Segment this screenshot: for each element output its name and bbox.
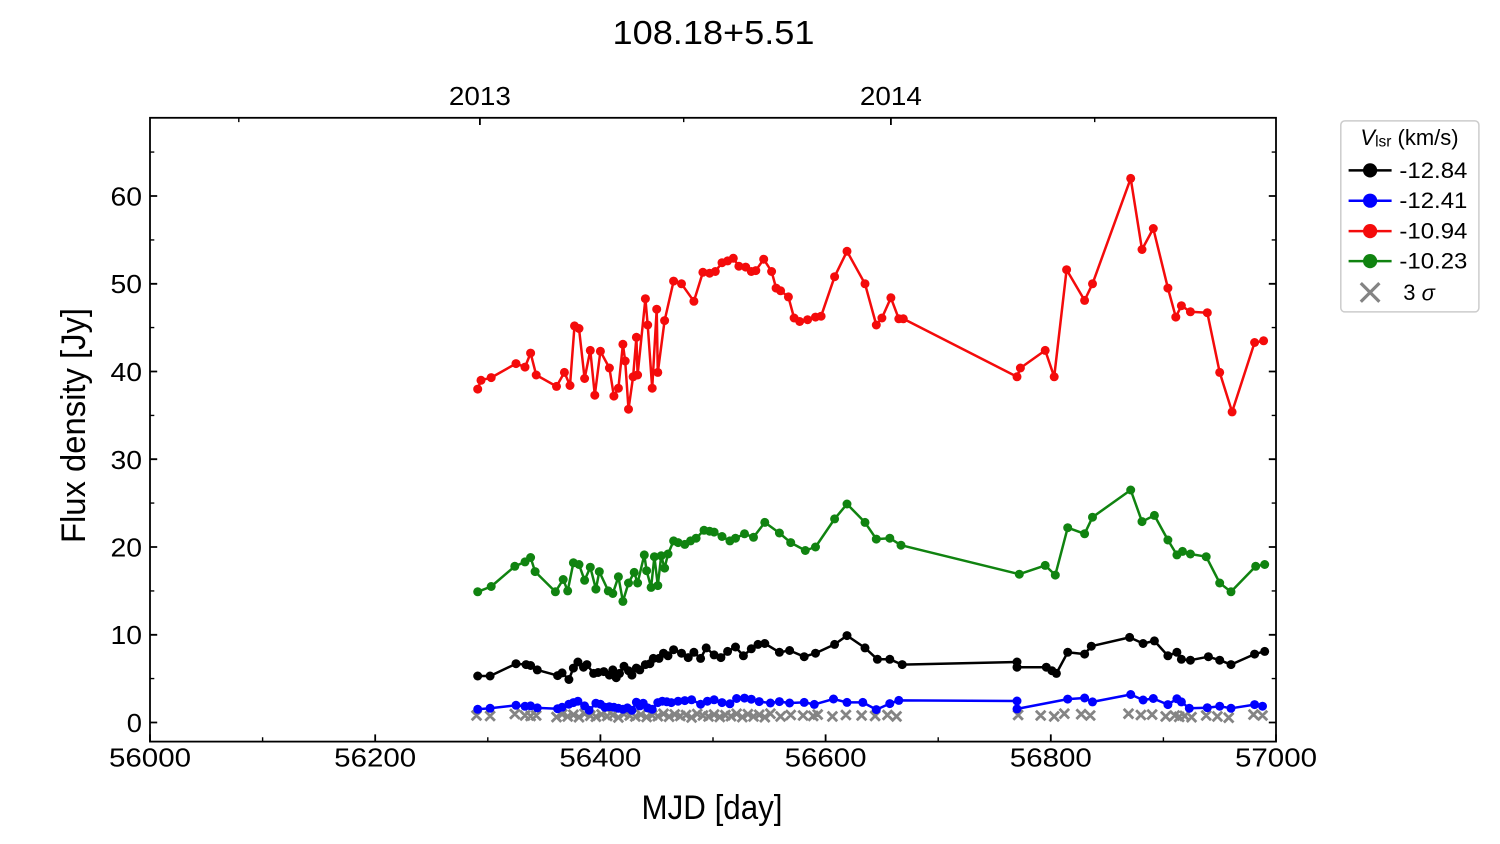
svg-text:-12.84: -12.84 [1399,158,1467,183]
svg-text:10: 10 [111,620,143,650]
svg-text:-12.41: -12.41 [1399,188,1467,213]
svg-text:3 σ: 3 σ [1403,280,1435,305]
svg-text:56200: 56200 [334,743,416,773]
svg-text:56800: 56800 [1010,743,1092,773]
svg-text:Flux density [Jy]: Flux density [Jy] [55,308,93,543]
svg-text:2014: 2014 [860,81,922,111]
svg-text:57000: 57000 [1235,743,1317,773]
svg-text:40: 40 [111,357,143,387]
svg-text:30: 30 [111,445,143,475]
svg-text:0: 0 [127,708,142,738]
svg-text:56000: 56000 [109,743,191,773]
svg-text:-10.23: -10.23 [1399,249,1467,274]
svg-text:Vlsr (km/s): Vlsr (km/s) [1360,125,1458,151]
svg-text:MJD [day]: MJD [day] [642,789,783,827]
svg-text:-10.94: -10.94 [1399,219,1467,244]
svg-text:50: 50 [111,269,143,299]
svg-text:56600: 56600 [785,743,867,773]
svg-text:108.18+5.51: 108.18+5.51 [613,14,815,51]
svg-text:20: 20 [111,533,143,563]
svg-text:2013: 2013 [449,81,511,111]
svg-text:60: 60 [111,182,143,212]
svg-text:56400: 56400 [559,743,641,773]
